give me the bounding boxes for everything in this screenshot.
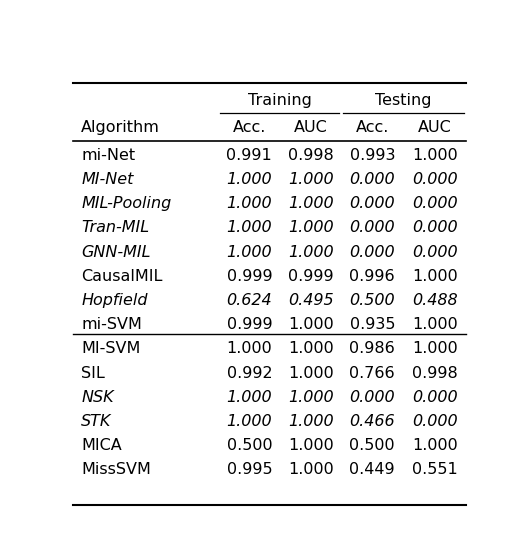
Text: 0.995: 0.995 bbox=[227, 462, 272, 477]
Text: 1.000: 1.000 bbox=[227, 172, 272, 187]
Text: 1.000: 1.000 bbox=[227, 341, 272, 356]
Text: 1.000: 1.000 bbox=[227, 245, 272, 260]
Text: Hopfield: Hopfield bbox=[81, 293, 148, 308]
Text: 0.993: 0.993 bbox=[349, 148, 395, 163]
Text: Training: Training bbox=[248, 93, 311, 108]
Text: AUC: AUC bbox=[418, 120, 452, 135]
Text: 0.000: 0.000 bbox=[349, 172, 395, 187]
Text: MissSVM: MissSVM bbox=[81, 462, 151, 477]
Text: 1.000: 1.000 bbox=[288, 390, 334, 405]
Text: mi-SVM: mi-SVM bbox=[81, 317, 142, 332]
Text: 0.935: 0.935 bbox=[349, 317, 395, 332]
Text: Acc.: Acc. bbox=[356, 120, 389, 135]
Text: 0.766: 0.766 bbox=[349, 365, 395, 380]
Text: 1.000: 1.000 bbox=[288, 438, 334, 453]
Text: 1.000: 1.000 bbox=[412, 148, 458, 163]
Text: mi-Net: mi-Net bbox=[81, 148, 135, 163]
Text: 0.000: 0.000 bbox=[349, 220, 395, 235]
Text: NSK: NSK bbox=[81, 390, 114, 405]
Text: STK: STK bbox=[81, 414, 111, 429]
Text: GNN-MIL: GNN-MIL bbox=[81, 245, 151, 260]
Text: 0.000: 0.000 bbox=[412, 196, 458, 211]
Text: 0.000: 0.000 bbox=[412, 245, 458, 260]
Text: 0.998: 0.998 bbox=[288, 148, 334, 163]
Text: MIL-Pooling: MIL-Pooling bbox=[81, 196, 172, 211]
Text: MICA: MICA bbox=[81, 438, 122, 453]
Text: 1.000: 1.000 bbox=[412, 341, 458, 356]
Text: Algorithm: Algorithm bbox=[81, 120, 160, 135]
Text: 0.488: 0.488 bbox=[412, 293, 458, 308]
Text: 1.000: 1.000 bbox=[227, 414, 272, 429]
Text: SIL: SIL bbox=[81, 365, 105, 380]
Text: 0.986: 0.986 bbox=[349, 341, 395, 356]
Text: 0.996: 0.996 bbox=[349, 269, 395, 284]
Text: 1.000: 1.000 bbox=[288, 220, 334, 235]
Text: 1.000: 1.000 bbox=[288, 341, 334, 356]
Text: 1.000: 1.000 bbox=[288, 317, 334, 332]
Text: 1.000: 1.000 bbox=[288, 172, 334, 187]
Text: 0.000: 0.000 bbox=[412, 390, 458, 405]
Text: 1.000: 1.000 bbox=[227, 220, 272, 235]
Text: MI-SVM: MI-SVM bbox=[81, 341, 140, 356]
Text: Acc.: Acc. bbox=[232, 120, 266, 135]
Text: 1.000: 1.000 bbox=[288, 365, 334, 380]
Text: 1.000: 1.000 bbox=[412, 438, 458, 453]
Text: 0.495: 0.495 bbox=[288, 293, 334, 308]
Text: Testing: Testing bbox=[375, 93, 432, 108]
Text: 0.624: 0.624 bbox=[227, 293, 272, 308]
Text: AUC: AUC bbox=[294, 120, 328, 135]
Text: 1.000: 1.000 bbox=[288, 196, 334, 211]
Text: 0.500: 0.500 bbox=[227, 438, 272, 453]
Text: MI-Net: MI-Net bbox=[81, 172, 134, 187]
Text: 1.000: 1.000 bbox=[412, 317, 458, 332]
Text: CausalMIL: CausalMIL bbox=[81, 269, 162, 284]
Text: 0.000: 0.000 bbox=[412, 172, 458, 187]
Text: 0.992: 0.992 bbox=[227, 365, 272, 380]
Text: 0.991: 0.991 bbox=[227, 148, 272, 163]
Text: 0.000: 0.000 bbox=[349, 196, 395, 211]
Text: 1.000: 1.000 bbox=[288, 462, 334, 477]
Text: 1.000: 1.000 bbox=[227, 390, 272, 405]
Text: 0.000: 0.000 bbox=[412, 220, 458, 235]
Text: 0.000: 0.000 bbox=[349, 390, 395, 405]
Text: 0.500: 0.500 bbox=[349, 293, 395, 308]
Text: 0.999: 0.999 bbox=[227, 317, 272, 332]
Text: 0.998: 0.998 bbox=[412, 365, 458, 380]
Text: 1.000: 1.000 bbox=[412, 269, 458, 284]
Text: 1.000: 1.000 bbox=[288, 245, 334, 260]
Text: 0.000: 0.000 bbox=[349, 245, 395, 260]
Text: 0.000: 0.000 bbox=[412, 414, 458, 429]
Text: 1.000: 1.000 bbox=[227, 196, 272, 211]
Text: 0.999: 0.999 bbox=[227, 269, 272, 284]
Text: 0.551: 0.551 bbox=[412, 462, 458, 477]
Text: 0.466: 0.466 bbox=[349, 414, 395, 429]
Text: 0.500: 0.500 bbox=[349, 438, 395, 453]
Text: 0.999: 0.999 bbox=[288, 269, 334, 284]
Text: Tran-MIL: Tran-MIL bbox=[81, 220, 149, 235]
Text: 0.449: 0.449 bbox=[349, 462, 395, 477]
Text: 1.000: 1.000 bbox=[288, 414, 334, 429]
